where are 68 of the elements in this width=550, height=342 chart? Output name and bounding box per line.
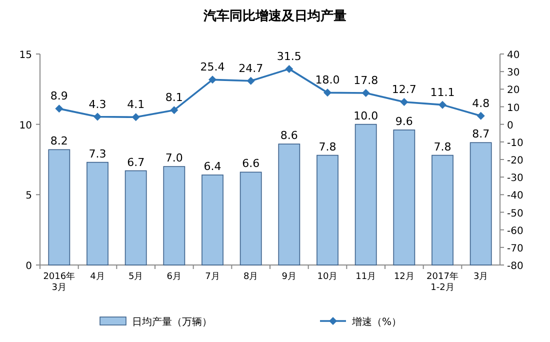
data-label: 8.7 xyxy=(472,128,490,141)
point xyxy=(400,98,408,106)
y2-tick-label: 10 xyxy=(507,102,520,114)
data-label: 8.6 xyxy=(280,129,298,142)
y-tick-label: 5 xyxy=(26,190,32,202)
data-label: 12.7 xyxy=(392,83,416,96)
y2-tick-label: -60 xyxy=(507,226,524,237)
data-label: 25.4 xyxy=(200,60,225,74)
data-label: 4.3 xyxy=(88,98,106,111)
x-tick-label: 5月 xyxy=(128,272,144,282)
x-tick-label: 2016年 3月 xyxy=(43,271,76,293)
x-tick-label: 10月 xyxy=(317,272,338,282)
y2-tick-label: -30 xyxy=(507,173,524,184)
legend-label: 日均产量（万辆） xyxy=(132,316,212,328)
data-label: 7.3 xyxy=(88,147,106,160)
point xyxy=(94,112,102,121)
x-tick-label: 7月 xyxy=(205,272,220,282)
data-label: 4.8 xyxy=(472,96,490,110)
legend-label: 增速（%） xyxy=(351,316,402,328)
y2-tick-label: -70 xyxy=(507,243,524,254)
point xyxy=(476,112,485,120)
point xyxy=(246,76,255,85)
point xyxy=(362,89,370,98)
y2-tick-label: -40 xyxy=(507,190,524,202)
data-label: 6.7 xyxy=(127,156,145,169)
data-label: 9.6 xyxy=(395,114,413,128)
point xyxy=(208,76,216,84)
data-label: 8.1 xyxy=(165,91,183,104)
data-label: 8.9 xyxy=(50,90,68,103)
data-label: 31.5 xyxy=(276,50,302,63)
x-tick-label: 4月 xyxy=(90,272,105,282)
x-tick-label: 2017年 1-2月 xyxy=(426,271,458,293)
y2-tick-label: 30 xyxy=(507,68,520,79)
x-tick-label: 3月 xyxy=(473,272,488,282)
data-label: 10.0 xyxy=(354,109,378,122)
y2-tick-label: -50 xyxy=(507,208,524,220)
point xyxy=(170,106,178,114)
x-tick-label: 11月 xyxy=(356,272,376,282)
data-label: 18.0 xyxy=(315,74,340,87)
data-label: 4.1 xyxy=(127,98,145,112)
y-tick-label: 15 xyxy=(19,50,32,61)
y2-tick-label: 20 xyxy=(507,85,520,96)
x-tick-label: 8月 xyxy=(243,272,258,282)
x-tick-label: 9月 xyxy=(282,272,297,282)
point xyxy=(132,113,140,122)
x-tick-label: 6月 xyxy=(166,272,182,282)
point xyxy=(438,100,446,109)
data-label: 11.1 xyxy=(430,86,455,99)
y2-tick-label: -80 xyxy=(507,261,524,272)
data-label: 6.4 xyxy=(204,160,222,173)
data-label: 6.6 xyxy=(242,157,260,170)
x-tick-label: 12月 xyxy=(394,272,414,282)
data-label: 8.2 xyxy=(50,134,68,148)
data-label: 17.8 xyxy=(354,74,378,88)
y2-tick-label: 40 xyxy=(507,50,520,61)
title: 汽车同比增速及日均产量 xyxy=(204,9,346,24)
point xyxy=(285,64,294,73)
y2-tick-label: 0 xyxy=(507,120,514,132)
y2-tick-label: -10 xyxy=(507,138,524,149)
data-label: 7.8 xyxy=(318,140,336,154)
y-tick-label: 0 xyxy=(26,261,32,272)
point xyxy=(324,88,332,97)
data-label: 24.7 xyxy=(238,62,264,75)
data-label: 7.0 xyxy=(165,152,183,165)
point xyxy=(55,104,64,113)
data-label: 7.8 xyxy=(434,140,452,154)
y2-tick-label: -20 xyxy=(507,156,524,166)
y-tick-label: 10 xyxy=(19,120,32,132)
